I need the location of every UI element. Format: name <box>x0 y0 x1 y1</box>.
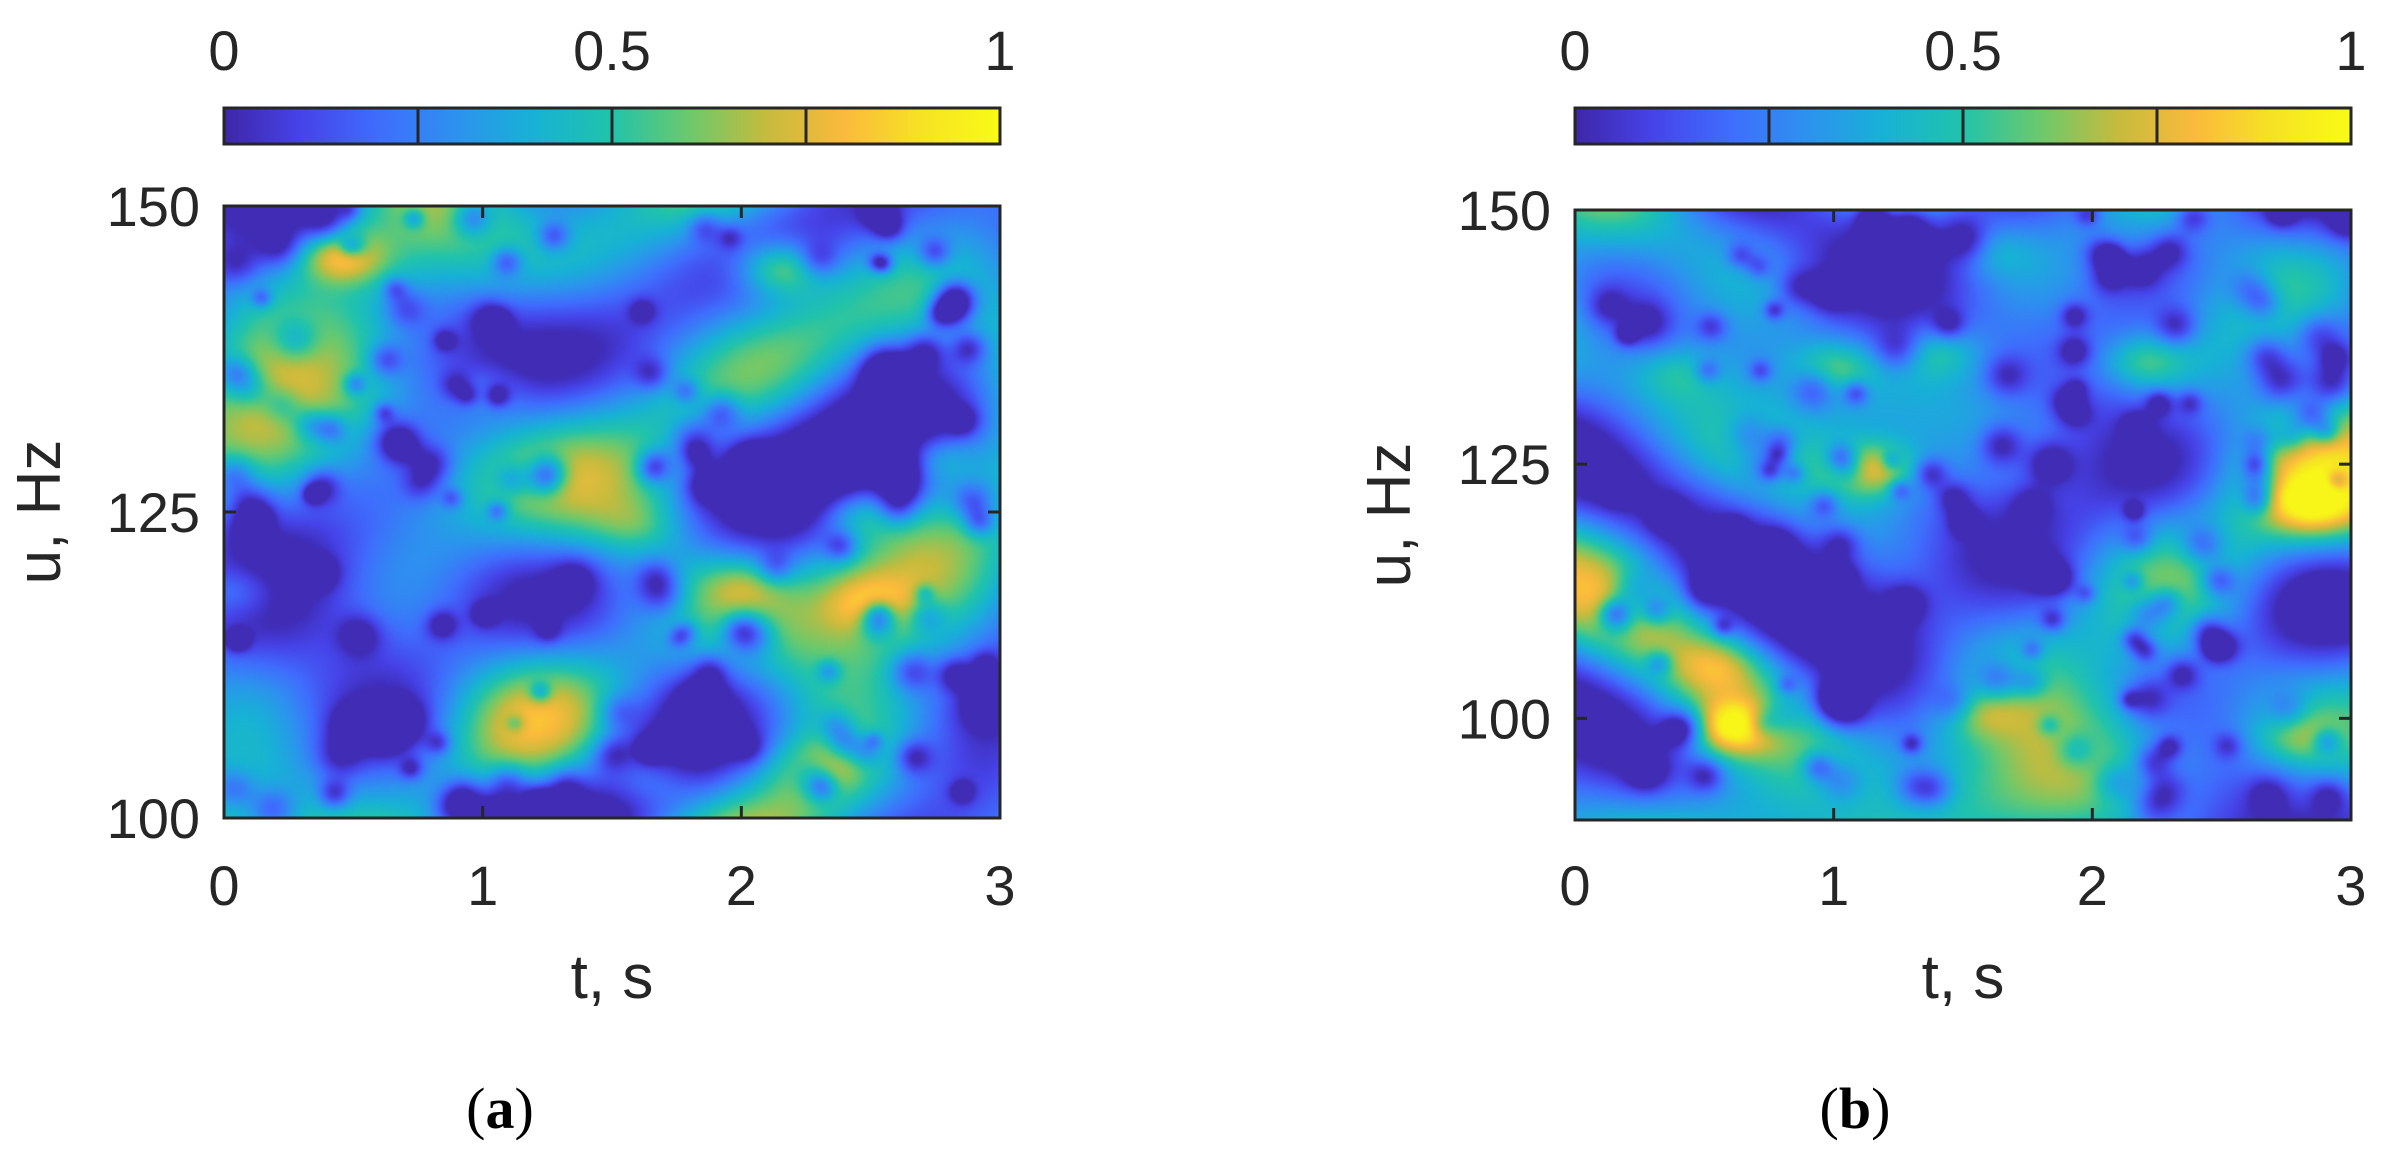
heatmap-a <box>222 204 1002 820</box>
x-tick-label: 2 <box>726 854 757 917</box>
plot-frame-b <box>1573 208 2353 822</box>
x-tick-label: 1 <box>1818 854 1849 917</box>
colorbar-ticks-b <box>1767 108 2159 144</box>
y-axis-label-a: u, Hz <box>5 440 74 585</box>
y-tick-label: 150 <box>107 175 200 238</box>
colorbar-tick-label: 0.5 <box>1924 19 2002 82</box>
y-tick-labels-a: 100 125 150 <box>107 175 200 850</box>
colorbar-tick-label: 1 <box>2335 19 2366 82</box>
x-axis-label-a: t, s <box>571 943 654 1012</box>
x-tick-label: 0 <box>208 854 239 917</box>
heatmap-canvas-b <box>1575 210 2351 820</box>
x-tick-labels-b: 0 1 2 3 <box>1559 854 2366 917</box>
y-tick-label: 125 <box>107 481 200 544</box>
y-axis-label-b: u, Hz <box>1355 443 1424 588</box>
panel-b: 0 0.5 1 0 1 2 3 100 125 150 t, s u, Hz (… <box>1355 19 2367 1141</box>
colorbar-tick-label: 0.5 <box>573 19 651 82</box>
panel-label-a: (a) <box>466 1076 534 1141</box>
y-tick-label: 125 <box>1458 433 1551 496</box>
heatmap-canvas-a <box>224 206 1000 818</box>
y-tick-label: 100 <box>107 787 200 850</box>
panel-letter-b: b <box>1839 1076 1871 1141</box>
colorbar-tick-label: 0 <box>208 19 239 82</box>
x-tick-label: 3 <box>2335 854 2366 917</box>
heatmap-b <box>1573 208 2353 822</box>
colorbar-tick-label: 1 <box>984 19 1015 82</box>
y-tick-label: 150 <box>1458 179 1551 242</box>
panel-label-b: (b) <box>1820 1076 1891 1141</box>
colorbar-b: 0 0.5 1 <box>1559 19 2367 146</box>
colorbar-ticks-a <box>416 108 808 144</box>
panel-a: 0 0.5 1 0 1 2 3 100 125 150 t, s u, Hz (… <box>5 19 1016 1141</box>
x-axis-label-b: t, s <box>1922 943 2005 1012</box>
x-tick-label: 2 <box>2077 854 2108 917</box>
axis-ticks-b <box>1573 208 2353 820</box>
colorbar-a: 0 0.5 1 <box>208 19 1016 146</box>
y-tick-label: 100 <box>1458 687 1551 750</box>
x-tick-label: 1 <box>467 854 498 917</box>
x-tick-labels-a: 0 1 2 3 <box>208 854 1015 917</box>
axis-ticks-a <box>222 204 1002 820</box>
panel-letter-a: a <box>486 1076 515 1141</box>
colorbar-tick-label: 0 <box>1559 19 1590 82</box>
y-tick-labels-b: 100 125 150 <box>1458 179 1551 750</box>
x-tick-label: 0 <box>1559 854 1590 917</box>
x-tick-label: 3 <box>984 854 1015 917</box>
